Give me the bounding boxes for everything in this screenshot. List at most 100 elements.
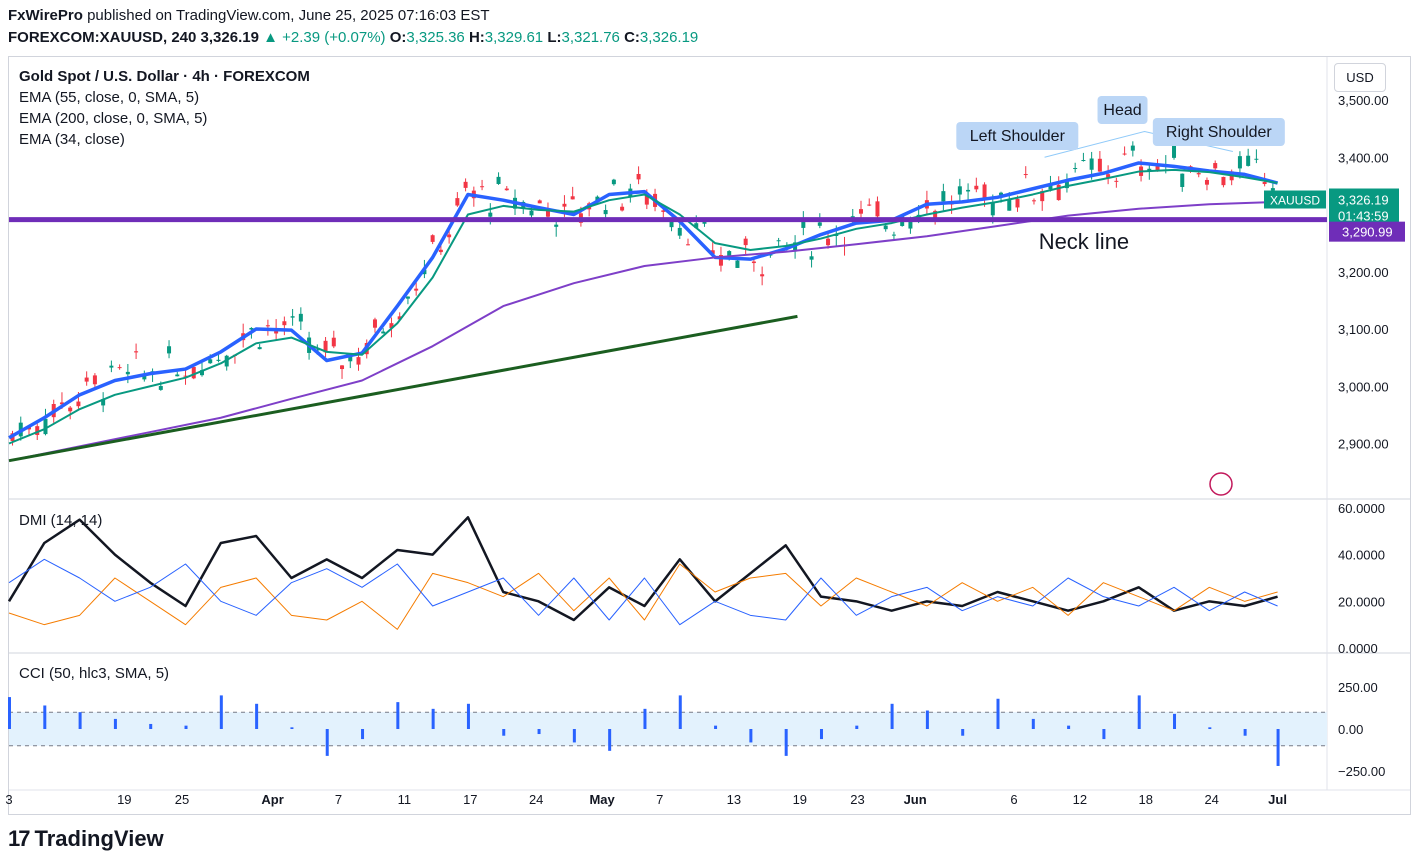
time-tick-label: May <box>589 792 615 807</box>
candle-body <box>537 200 542 204</box>
time-tick-label: Jun <box>904 792 927 807</box>
dmi-minus-line <box>8 558 1278 626</box>
candle-body <box>447 234 452 238</box>
publisher-name[interactable]: FxWirePro <box>8 7 83 24</box>
candle-body <box>208 359 213 364</box>
candle-body <box>249 327 254 330</box>
candle-body <box>1081 160 1086 162</box>
candle-body <box>1180 173 1185 187</box>
candle-body <box>422 269 427 275</box>
cci-bar <box>572 729 576 743</box>
candle-body <box>1073 167 1078 169</box>
candle-body <box>405 296 410 299</box>
candle-body <box>644 195 649 205</box>
cci-bar <box>961 729 965 736</box>
time-tick-label: 25 <box>175 792 189 807</box>
candle-body <box>999 192 1004 196</box>
time-tick-label: 11 <box>398 792 412 807</box>
candle-body <box>694 223 699 228</box>
price-tick-label: 3,200.00 <box>1338 265 1389 280</box>
time-tick-label: Jul <box>1268 792 1287 807</box>
candle-body <box>109 365 114 368</box>
neckline-price-tag-box <box>1329 221 1405 242</box>
candle-body <box>340 365 345 370</box>
candle-body <box>282 321 287 326</box>
cci-bar <box>255 703 259 729</box>
cci-tick-label: 250.00 <box>1338 680 1378 695</box>
candle-body <box>257 347 262 350</box>
legend-ema-34[interactable]: EMA (34, close) <box>19 131 125 148</box>
candle-body <box>611 179 616 185</box>
symbol-name[interactable]: FOREXCOM:XAUUSD, 240 <box>8 29 197 46</box>
tradingview-brand: TradingView <box>34 826 164 851</box>
candle-body <box>389 323 394 329</box>
candle-body <box>529 210 534 216</box>
cci-bar <box>1137 695 1141 729</box>
candle-body <box>1237 156 1242 169</box>
countdown-tag: 01:43:59 <box>1338 209 1389 224</box>
left-shoulder-label-box <box>956 122 1079 150</box>
close-label: C: <box>624 29 640 46</box>
candle-body <box>891 234 896 236</box>
candle-body <box>669 221 674 228</box>
candle-body <box>1270 188 1275 191</box>
cci-bar <box>714 725 718 729</box>
candle-body <box>1262 181 1267 185</box>
candle-body <box>1064 180 1069 189</box>
candle-body <box>1155 163 1160 170</box>
high-value: 3,329.61 <box>484 29 544 46</box>
candle-body <box>101 399 106 406</box>
cci-bar <box>643 708 647 729</box>
cci-bar <box>78 712 82 729</box>
candle-body <box>793 242 798 252</box>
candle-body <box>1246 155 1251 166</box>
right-shoulder-label-box <box>1152 118 1285 146</box>
time-tick-label: 7 <box>656 792 663 807</box>
candle-body <box>397 316 402 320</box>
open-label: O: <box>389 29 407 46</box>
cci-bar <box>113 718 117 729</box>
legend-ema-55[interactable]: EMA (55, close, 0, SMA, 5) <box>19 89 200 106</box>
tradingview-logo-icon: 17 <box>8 826 31 851</box>
cci-bar <box>466 703 470 729</box>
candle-body <box>990 202 995 216</box>
candle-body <box>883 225 888 230</box>
cci-bar <box>502 729 506 736</box>
candle-body <box>496 176 501 184</box>
time-tick-label: 6 <box>1010 792 1017 807</box>
cci-tick-label: 0.00 <box>1338 722 1363 737</box>
chart-frame[interactable] <box>8 56 1411 815</box>
currency-button[interactable]: USD <box>1334 63 1386 92</box>
time-tick-label: 19 <box>793 792 807 807</box>
publisher-line: FxWirePro published on TradingView.com, … <box>8 7 490 24</box>
head-label: Head <box>1103 102 1141 119</box>
candle-body <box>43 418 48 435</box>
dmi-tick-label: 20.0000 <box>1338 594 1385 609</box>
cci-bar <box>784 729 788 756</box>
cci-legend[interactable]: CCI (50, hlc3, SMA, 5) <box>19 665 170 682</box>
candle-body <box>438 249 443 253</box>
candle-body <box>545 208 550 217</box>
cci-bar <box>325 729 329 756</box>
dmi-legend[interactable]: DMI (14, 14) <box>19 512 103 529</box>
cci-bar <box>1208 727 1212 729</box>
candle-body <box>158 386 163 390</box>
candle-body <box>1122 153 1127 155</box>
price-tick-label: 3,500.00 <box>1338 93 1389 108</box>
candle-body <box>1114 180 1119 182</box>
candle-body <box>966 189 971 192</box>
candle-body <box>356 357 361 365</box>
symbol-tag: XAUUSD <box>1270 194 1320 208</box>
time-tick-label: Apr <box>261 792 283 807</box>
candle-body <box>735 260 740 268</box>
tradingview-footer[interactable]: 17 TradingView <box>8 826 164 852</box>
candle-body <box>134 351 139 353</box>
candle-body <box>727 251 732 256</box>
candle-body <box>265 325 270 327</box>
legend-ema-200[interactable]: EMA (200, close, 0, SMA, 5) <box>19 110 208 127</box>
time-tick-label: 24 <box>529 792 543 807</box>
chart-title[interactable]: Gold Spot / U.S. Dollar · 4h · FOREXCOM <box>19 68 310 85</box>
candle-body <box>323 340 328 353</box>
candle-body <box>1097 158 1102 172</box>
